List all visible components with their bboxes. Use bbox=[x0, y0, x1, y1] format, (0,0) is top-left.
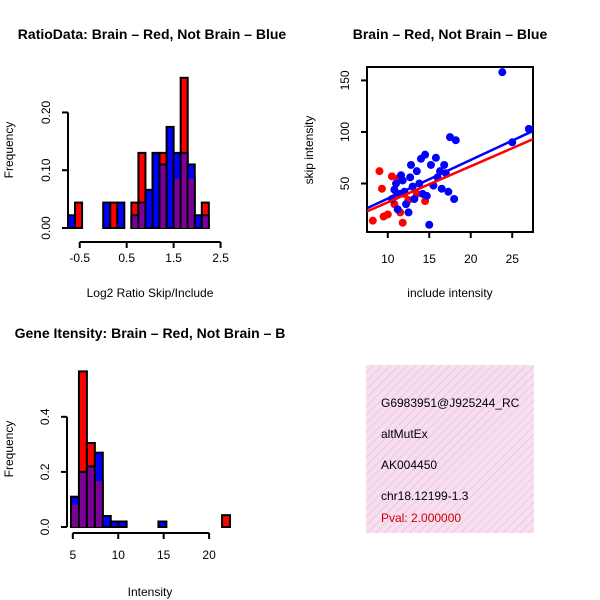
scatter-point-blue bbox=[451, 136, 460, 145]
ratio-bar-blue bbox=[151, 151, 161, 229]
ratio-bar-blue bbox=[144, 188, 154, 230]
gene-xlabel: Intensity bbox=[128, 585, 173, 599]
scatter-point-blue bbox=[421, 150, 430, 159]
ratio-bar-blue bbox=[193, 214, 203, 230]
scatter-fit-line-blue bbox=[367, 129, 533, 210]
ratio-histogram-title: RatioData: Brain – Red, Not Brain – Blue bbox=[18, 26, 287, 42]
ratio-bar-overlap bbox=[174, 178, 180, 228]
scatter-point-blue bbox=[397, 171, 406, 180]
gene-bar-blue bbox=[157, 520, 168, 528]
gene-bar-overlap bbox=[79, 472, 86, 527]
scatter-point-red bbox=[383, 210, 392, 219]
scatter-point-blue bbox=[406, 160, 415, 169]
gene-bar-overlap bbox=[87, 467, 94, 527]
scatter-point-blue bbox=[393, 205, 402, 214]
ratio-bar-overlap bbox=[160, 165, 166, 228]
ratio-ytick-label: 0.00 bbox=[39, 216, 53, 240]
scatter-xlabel: include intensity bbox=[407, 286, 492, 300]
ratio-xtick-label: 1.5 bbox=[165, 251, 182, 265]
ratio-bar-overlap bbox=[139, 203, 145, 228]
scatter-point-red bbox=[387, 172, 396, 181]
info-pval: Pval: 2.000000 bbox=[381, 511, 461, 525]
ratio-histogram: RatioData: Brain – Red, Not Brain – Blue… bbox=[2, 26, 286, 300]
gene-xtick-label: 10 bbox=[112, 548, 126, 562]
scatter-point-blue bbox=[392, 179, 401, 188]
ratio-bar-blue bbox=[116, 201, 126, 229]
gene-bar-overlap bbox=[72, 504, 78, 527]
scatter-ytick-label: 100 bbox=[338, 122, 352, 142]
ratio-ytick-label: 0.20 bbox=[39, 100, 53, 124]
scatter-point-blue bbox=[404, 208, 413, 217]
scatter-xtick-label: 25 bbox=[506, 252, 520, 266]
info-panel-background bbox=[366, 365, 534, 533]
info-line: AK004450 bbox=[381, 458, 437, 472]
ratio-bar-red bbox=[109, 201, 119, 229]
info-line: altMutEx bbox=[381, 427, 428, 441]
scatter-point-blue bbox=[410, 195, 419, 203]
ratio-bar-red bbox=[74, 201, 84, 229]
ratio-bar-overlap bbox=[202, 216, 208, 228]
scatter-xtick-label: 10 bbox=[381, 252, 395, 266]
gene-bar-red bbox=[221, 514, 232, 528]
gene-xtick-label: 15 bbox=[157, 548, 171, 562]
scatter-point-blue bbox=[390, 185, 399, 194]
scatter-point-blue bbox=[450, 195, 459, 203]
gene-xtick-label: 20 bbox=[202, 548, 216, 562]
info-line: G6983951@J925244_RC bbox=[381, 396, 520, 410]
scatter-point-blue bbox=[444, 187, 453, 196]
gene-ytick-label: 0.0 bbox=[38, 518, 52, 535]
intensity-scatter: Brain – Red, Not Brain – Blue 50 100 150 10 1… bbox=[302, 26, 547, 300]
gene-bar-overlap bbox=[95, 481, 102, 527]
gene-ytick-label: 0.4 bbox=[38, 408, 52, 425]
scatter-point-blue bbox=[402, 200, 411, 209]
ratio-bar-overlap bbox=[181, 153, 187, 228]
scatter-point-blue bbox=[431, 153, 440, 162]
scatter-ytick-label: 150 bbox=[338, 70, 352, 90]
ratio-bar-blue bbox=[102, 201, 112, 229]
scatter-point-blue bbox=[437, 184, 446, 193]
ratio-ytick-label: 0.10 bbox=[39, 158, 53, 182]
scatter-point-blue bbox=[426, 160, 435, 169]
ratio-ylabel: Frequency bbox=[2, 122, 16, 179]
gene-intensity-histogram: Gene Itensity: Brain – Red, Not Brain – … bbox=[2, 325, 285, 599]
gene-ylabel: Frequency bbox=[2, 421, 16, 478]
gene-histogram-title: Gene Itensity: Brain – Red, Not Brain – … bbox=[15, 325, 286, 341]
scatter-point-red bbox=[398, 218, 407, 227]
info-line: chr18.12199-1.3 bbox=[381, 489, 469, 503]
ratio-xtick-label: 2.5 bbox=[212, 251, 229, 265]
scatter-ylabel: skip intensity bbox=[302, 116, 316, 185]
scatter-point-red bbox=[368, 216, 377, 225]
gene-xtick-label: 5 bbox=[69, 548, 76, 562]
scatter-point-blue bbox=[422, 191, 431, 200]
gene-bar-blue bbox=[117, 520, 128, 528]
gene-bar-blue bbox=[109, 520, 120, 528]
gene-ytick-label: 0.2 bbox=[38, 463, 52, 480]
ratio-xtick-label: 0.5 bbox=[118, 251, 135, 265]
scatter-point-blue bbox=[498, 68, 507, 77]
ratio-bar-blue bbox=[67, 214, 77, 230]
ratio-bar-overlap bbox=[132, 216, 138, 228]
scatter-point-red bbox=[377, 184, 386, 193]
scatter-xtick-label: 20 bbox=[464, 252, 478, 266]
info-panel: G6983951@J925244_RC altMutEx AK004450 chr18… bbox=[366, 365, 534, 533]
scatter-title: Brain – Red, Not Brain – Blue bbox=[353, 26, 548, 42]
scatter-xtick-label: 15 bbox=[423, 252, 437, 266]
ratio-xlabel: Log2 Ratio Skip/Include bbox=[87, 286, 214, 300]
ratio-bar-blue bbox=[165, 125, 175, 229]
scatter-point-red bbox=[375, 167, 384, 176]
scatter-point-blue bbox=[440, 160, 449, 169]
scatter-frame bbox=[366, 66, 534, 233]
scatter-fit-line-red bbox=[367, 138, 533, 213]
scatter-point-blue bbox=[425, 220, 434, 229]
scatter-point-blue bbox=[412, 167, 421, 176]
ratio-xtick-label: -0.5 bbox=[69, 251, 90, 265]
gene-bar-blue bbox=[101, 514, 112, 529]
scatter-ytick-label: 50 bbox=[338, 177, 352, 191]
ratio-bar-overlap bbox=[188, 178, 194, 228]
scatter-point-blue bbox=[406, 173, 415, 182]
